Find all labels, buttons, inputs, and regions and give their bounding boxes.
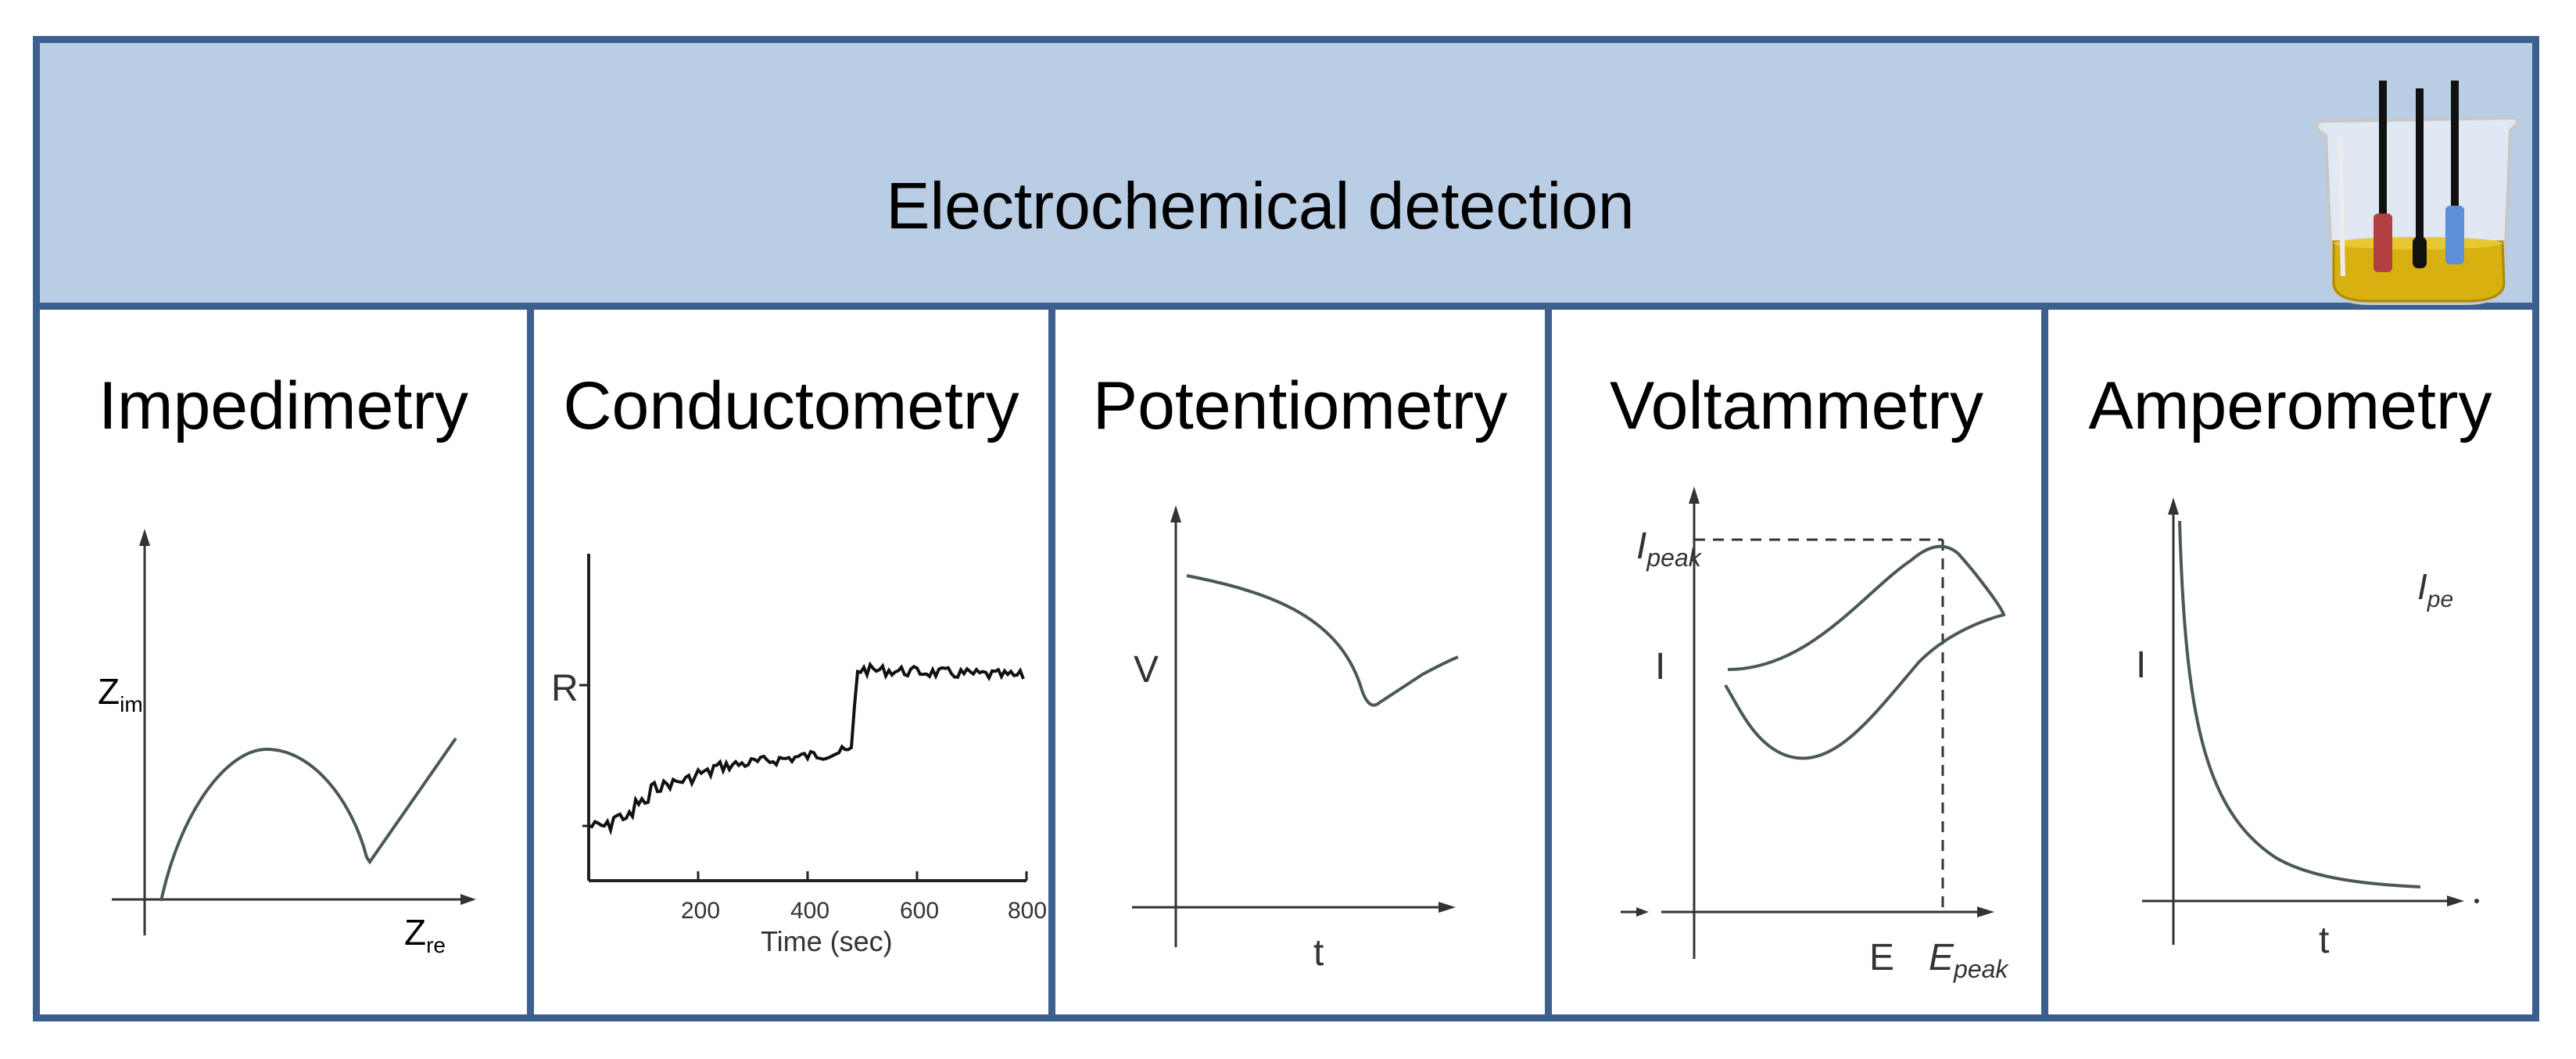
nyquist-curve [159, 737, 457, 902]
x-label: Time (sec) [761, 925, 893, 957]
x-axis-lead-arrow-icon [1636, 907, 1649, 917]
conductometry-chart: R 200 400 600 800 Time (sec) [551, 554, 1047, 957]
voltammetry-chart: Ipeak I E Epeak [1621, 486, 2009, 983]
y-label: I [2136, 644, 2146, 686]
technique-panels: Impedimetry Zim Zre Conductometry R 200 [33, 310, 2539, 1021]
x-axis-arrow-icon [2447, 896, 2464, 906]
x-tick-label: 800 [1008, 898, 1047, 924]
x-tick-label: 400 [790, 898, 829, 924]
panel-impedimetry: Impedimetry Zim Zre [33, 310, 534, 1021]
x-peak-label: Epeak [1929, 937, 2009, 983]
x-axis-arrow-icon [460, 894, 476, 905]
y-peak-label: Ipeak [1636, 526, 1703, 572]
beaker-electrodes-icon [2315, 81, 2519, 305]
y-axis-arrow-icon [1689, 486, 1700, 504]
y-axis-arrow-icon [1170, 505, 1181, 522]
panel-title-potentiometry: Potentiometry [1092, 368, 1508, 443]
panel-amperometry: Amperometry I t Ipe [2048, 310, 2539, 1021]
header-banner: Electrochemical detection [33, 36, 2539, 310]
impedimetry-chart: Zim Zre [98, 529, 476, 957]
amperometry-chart: I t Ipe [2136, 497, 2479, 961]
current-decay-curve [2178, 520, 2421, 888]
resistance-trace [588, 661, 1025, 836]
panel-title-impedimetry: Impedimetry [98, 368, 469, 443]
panel-title-amperometry: Amperometry [2088, 368, 2492, 443]
x-axis-arrow-icon [1438, 902, 1456, 913]
potentiometry-chart: V t [1132, 505, 1459, 974]
x-tick-label: 600 [900, 898, 939, 924]
y-label: V [1134, 649, 1159, 691]
y-label: I [1655, 646, 1665, 687]
x-label: t [2319, 920, 2329, 961]
panel-title-conductometry: Conductometry [563, 368, 1019, 443]
header-title: Electrochemical detection [886, 169, 1635, 242]
panel-title-voltammetry: Voltammetry [1610, 368, 1983, 443]
y-axis-arrow-icon [139, 529, 150, 546]
potential-curve [1186, 574, 1459, 707]
x-axis-arrow-icon [1977, 906, 1994, 917]
y-label: R [551, 668, 579, 709]
panel-conductometry: Conductometry R 200 400 600 800 Time (se… [534, 310, 1055, 1021]
x-label: E [1869, 937, 1894, 978]
axis-dot [2474, 899, 2479, 903]
x-label: Zre [404, 912, 446, 957]
x-label: t [1313, 932, 1324, 974]
y-axis-arrow-icon [2168, 497, 2179, 515]
cyclic-voltammogram [1724, 544, 2006, 760]
y-label: Zim [98, 671, 143, 716]
panel-potentiometry: Potentiometry V t [1055, 310, 1552, 1021]
x-ticks [697, 871, 1028, 881]
x-tick-label: 200 [681, 898, 720, 924]
corner-peak-label: Ipe [2417, 566, 2453, 612]
panel-voltammetry: Voltammetry Ipeak I E Epeak [1552, 310, 2048, 1021]
